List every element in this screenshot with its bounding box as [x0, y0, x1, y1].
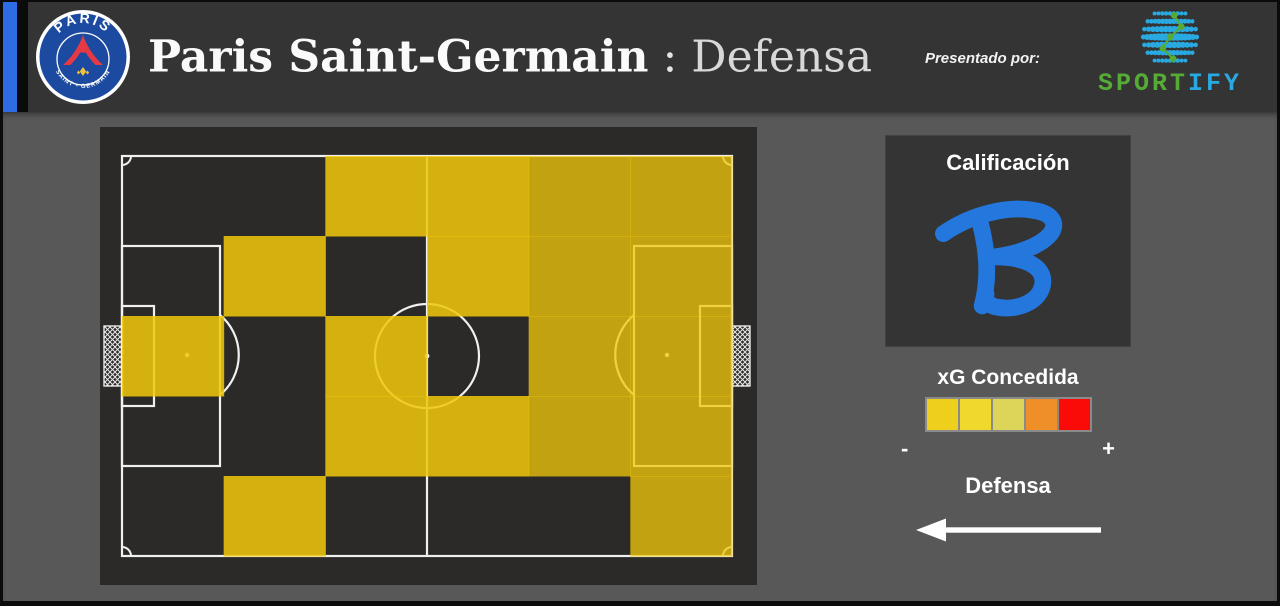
wordmark-blue-part: IFY	[1188, 69, 1243, 98]
pitch-heatmap-panel	[100, 127, 757, 585]
wordmark-green-part: SPORT	[1097, 69, 1188, 98]
legend-swatch	[992, 399, 1024, 430]
accent-bar	[3, 2, 17, 112]
title-section-name: Defensa	[691, 31, 873, 83]
legend-title: xG Concedida	[937, 366, 1079, 389]
content-area: Calificación B xG Concedida - + Defensa	[3, 112, 1277, 601]
legend-swatch	[1058, 399, 1090, 430]
legend-swatch	[1025, 399, 1057, 430]
fleur-de-lis-icon	[76, 67, 90, 76]
rating-title: Calificación	[946, 150, 1070, 175]
psg-crest-logo: PARIS SAINT - GERMAIN	[36, 10, 130, 104]
tower-crossbar	[76, 50, 90, 53]
title-team-name: Paris Saint-Germain	[148, 31, 649, 83]
title-separator: :	[648, 31, 692, 83]
direction-arrow-wrap	[885, 516, 1131, 544]
legend-color-scale	[924, 397, 1092, 432]
globe-dots-icon	[1140, 11, 1200, 63]
goal-left	[103, 325, 123, 387]
grade-letter-b	[935, 200, 1063, 317]
goal-right	[731, 325, 751, 387]
pitch-heatmap	[103, 154, 751, 558]
sportify-wordmark: SPORTIFY	[1085, 69, 1255, 98]
page-title: Paris Saint-Germain : Defensa	[148, 32, 872, 83]
heatmap-cells	[122, 156, 733, 557]
direction-label: Defensa	[965, 473, 1051, 498]
legend-min-label: -	[901, 436, 909, 461]
presented-by-label: Presentado por:	[924, 50, 1040, 67]
header: PARIS SAINT - GERMAIN Paris Saint-Germai…	[28, 2, 1277, 112]
legend-max-label: +	[1102, 436, 1115, 461]
legend-swatch	[959, 399, 991, 430]
legend-swatch	[926, 399, 958, 430]
left-arrow-icon	[915, 518, 1101, 542]
legend-swatch-row	[885, 397, 1131, 432]
legend-minmax: - +	[885, 436, 1131, 462]
rating-grade-value: B	[886, 176, 887, 177]
rating-card: Calificación B	[885, 135, 1131, 347]
sportify-logo: SPORTIFY	[1085, 6, 1255, 98]
